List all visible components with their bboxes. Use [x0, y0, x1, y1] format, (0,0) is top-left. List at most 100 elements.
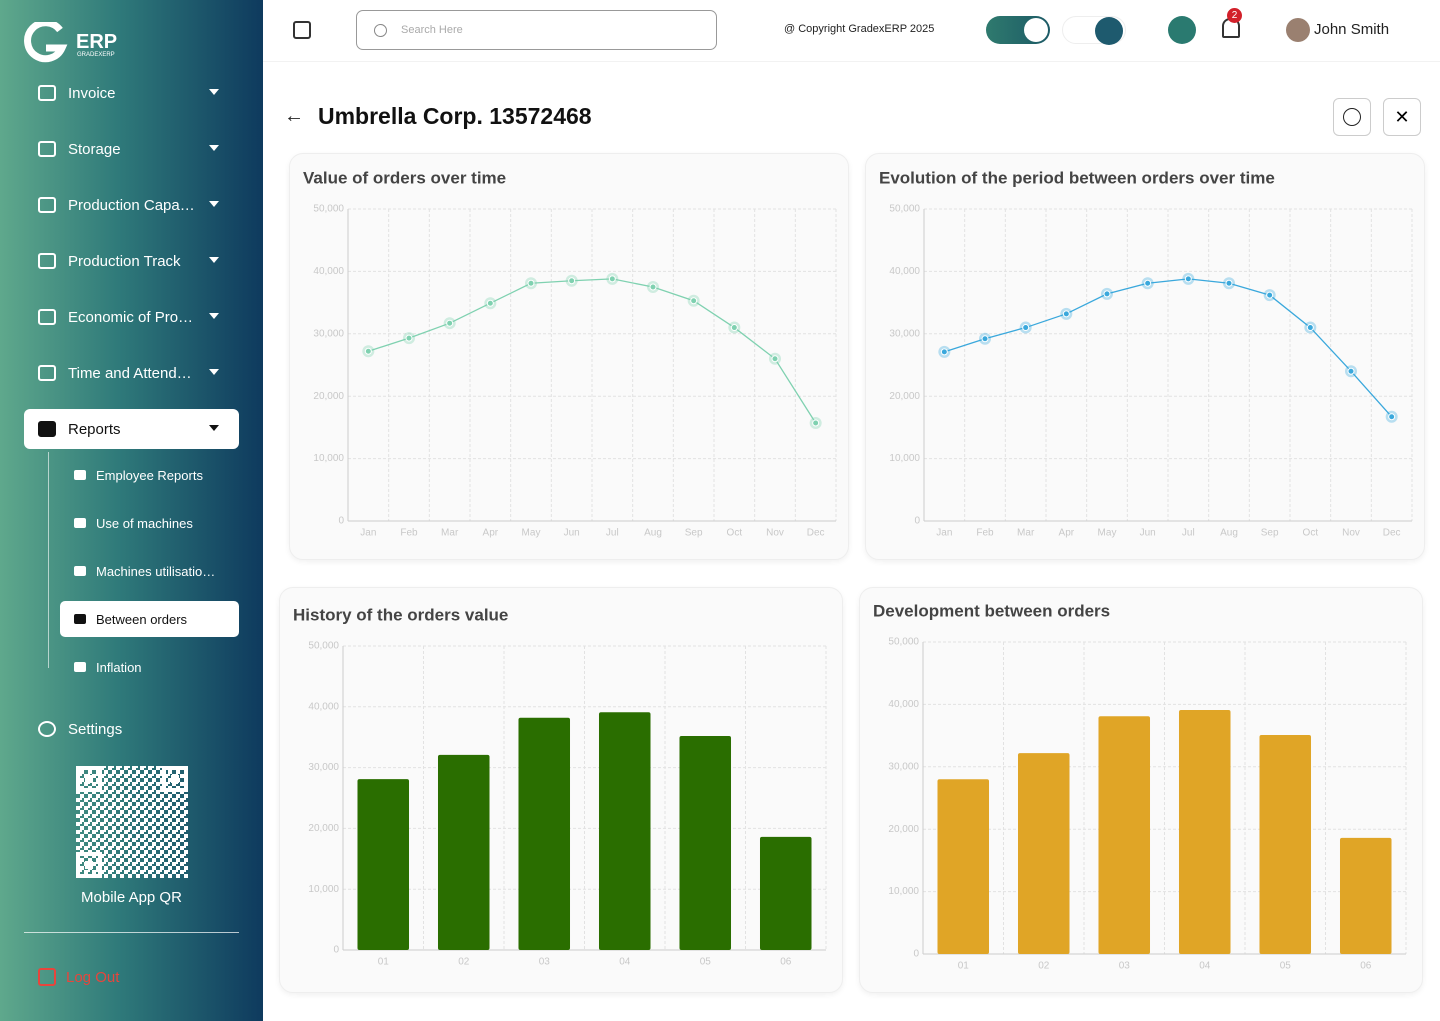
x-tick-label: May	[1098, 528, 1117, 539]
tree-line	[48, 452, 49, 668]
submenu-icon	[74, 662, 86, 672]
line	[944, 278, 1393, 418]
y-tick-label: 40,000	[888, 699, 919, 710]
x-tick-label: Jun	[1140, 528, 1156, 539]
menu-icon	[38, 141, 56, 157]
x-tick-label: Apr	[483, 528, 499, 539]
user-name[interactable]: John Smith	[1314, 21, 1390, 38]
back-arrow[interactable]: ←	[284, 105, 304, 127]
logo-name: ERP	[76, 31, 118, 53]
x-tick-label: May	[522, 528, 541, 539]
search-box[interactable]: Search Here	[356, 10, 717, 50]
marker	[1306, 324, 1314, 332]
submenu-icon	[74, 566, 86, 576]
bar	[1259, 734, 1312, 954]
x-tick-label: Mar	[441, 528, 459, 539]
y-tick-label: 30,000	[313, 328, 344, 339]
marker	[771, 355, 779, 363]
menu-label: Time and Attend…	[68, 364, 192, 382]
bar	[1017, 753, 1070, 954]
chart-card: Development between orders 0 10,000 20,000 3…	[859, 587, 1423, 993]
chart: Development between orders 0 10,000 20,000 3…	[873, 601, 1407, 972]
menu-item[interactable]: Time and Attend…	[24, 353, 239, 393]
logout[interactable]: Log Out	[38, 968, 119, 986]
y-tick-label: 0	[338, 516, 344, 527]
menu-label: Invoice	[68, 84, 116, 102]
marker	[405, 334, 413, 342]
x-tick-label: 04	[1199, 961, 1211, 972]
language-button[interactable]	[1168, 16, 1196, 44]
x-tick-label: 05	[700, 957, 712, 968]
divider	[24, 932, 239, 933]
submenu-item[interactable]: Inflation	[60, 649, 239, 685]
x-tick-label: 01	[958, 961, 970, 972]
x-tick-label: Aug	[1220, 528, 1238, 539]
theme-toggle[interactable]	[986, 16, 1050, 44]
y-tick-label: 40,000	[889, 266, 920, 277]
qr-label: Mobile App QR	[81, 889, 182, 906]
chart: Value of orders over time 0 10,000 20,000 30…	[303, 168, 837, 539]
y-tick-label: 0	[914, 516, 920, 527]
submenu-item[interactable]: Between orders	[60, 601, 239, 637]
y-tick-label: 10,000	[889, 453, 920, 464]
bar	[1098, 716, 1151, 954]
x-tick-label: Jan	[360, 528, 376, 539]
menu-item[interactable]: Economic of Pro…	[24, 297, 239, 337]
submenu-item[interactable]: Machines utilisatio…	[60, 553, 239, 589]
menu-icon	[38, 253, 56, 269]
page-title: Umbrella Corp. 13572468	[318, 103, 592, 129]
marker	[1225, 279, 1233, 287]
marker	[1103, 290, 1111, 298]
x-tick-label: 03	[1119, 961, 1131, 972]
menu-icon	[38, 85, 56, 101]
marker	[812, 419, 820, 427]
x-tick-label: Mar	[1017, 528, 1035, 539]
menu-item[interactable]: Reports	[24, 409, 239, 449]
menu-item[interactable]: Invoice	[24, 73, 239, 113]
help-button[interactable]	[1333, 98, 1371, 136]
y-tick-label: 0	[913, 949, 919, 960]
x-tick-label: 06	[780, 957, 792, 968]
x-tick-label: Apr	[1059, 528, 1075, 539]
marker	[1347, 367, 1355, 375]
menu-item[interactable]: Production Track	[24, 241, 239, 281]
y-tick-label: 30,000	[888, 761, 919, 772]
chart-title: Evolution of the period between orders o…	[879, 168, 1275, 187]
menu-icon	[38, 365, 56, 381]
marker	[690, 297, 698, 305]
submenu-item[interactable]: Use of machines	[60, 505, 239, 541]
settings[interactable]: Settings	[24, 709, 239, 749]
marker	[981, 335, 989, 343]
menu-caret	[209, 145, 219, 156]
menu-icon	[38, 309, 56, 325]
menu-icon	[38, 421, 56, 437]
submenu-item[interactable]: Employee Reports	[60, 457, 239, 493]
submenu-label: Machines utilisatio…	[96, 563, 216, 579]
y-tick-label: 20,000	[308, 823, 339, 834]
marker	[1388, 413, 1396, 421]
x-tick-label: Jul	[1182, 528, 1195, 539]
y-tick-label: 0	[333, 945, 339, 956]
menu-caret	[209, 425, 219, 436]
x-tick-label: 03	[539, 957, 551, 968]
chart-title: Development between orders	[873, 601, 1110, 620]
collapse-button[interactable]	[293, 21, 311, 39]
y-tick-label: 50,000	[888, 637, 919, 648]
submenu-icon	[74, 518, 86, 528]
menu-item[interactable]: Production Capa…	[24, 185, 239, 225]
marker	[730, 324, 738, 332]
dark-toggle[interactable]	[1062, 16, 1126, 45]
x-tick-label: Sep	[685, 528, 703, 539]
x-tick-label: Oct	[727, 528, 743, 539]
menu-icon	[38, 197, 56, 213]
marker	[364, 347, 372, 355]
chart-title: History of the orders value	[293, 605, 508, 624]
close-button[interactable]: ✕	[1383, 98, 1421, 136]
x-tick-label: Feb	[400, 528, 418, 539]
menu-item[interactable]: Storage	[24, 129, 239, 169]
sidebar: ERP GRADEXERP Invoice Storage Production C…	[0, 0, 263, 1021]
chart-card: Value of orders over time 0 10,000 20,000 30…	[289, 153, 849, 560]
y-tick-label: 40,000	[308, 701, 339, 712]
marker	[1022, 324, 1030, 332]
